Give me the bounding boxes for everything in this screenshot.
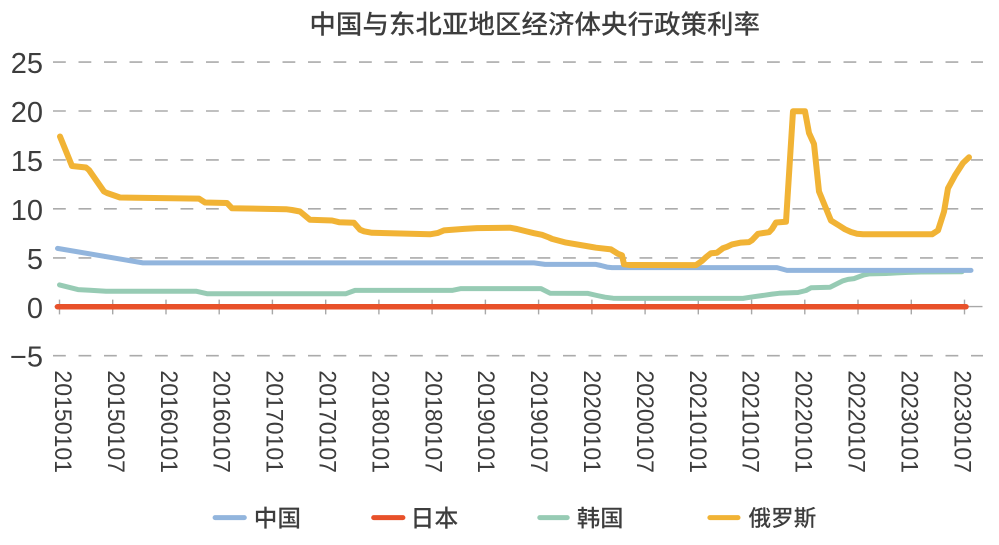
- svg-text:20170107: 20170107: [314, 370, 341, 473]
- svg-text:15: 15: [11, 146, 43, 178]
- svg-text:20230107: 20230107: [948, 370, 975, 473]
- svg-text:20190101: 20190101: [472, 370, 499, 473]
- svg-text:20170101: 20170101: [261, 370, 288, 473]
- svg-text:20230101: 20230101: [895, 370, 922, 473]
- svg-text:20210101: 20210101: [684, 370, 711, 473]
- svg-text:20220107: 20220107: [843, 370, 870, 473]
- svg-text:20160101: 20160101: [155, 370, 182, 473]
- svg-text:20190107: 20190107: [525, 370, 552, 473]
- svg-text:−5: −5: [10, 342, 43, 374]
- svg-text:5: 5: [27, 244, 43, 276]
- svg-text:20200107: 20200107: [631, 370, 658, 473]
- svg-text:20180107: 20180107: [419, 370, 446, 473]
- svg-text:20210107: 20210107: [737, 370, 764, 473]
- svg-text:20180101: 20180101: [366, 370, 393, 473]
- svg-text:20200101: 20200101: [578, 370, 605, 473]
- svg-text:20220101: 20220101: [790, 370, 817, 473]
- svg-text:10: 10: [11, 195, 43, 227]
- svg-text:25: 25: [11, 48, 43, 80]
- svg-text:20: 20: [11, 97, 43, 129]
- svg-text:20150101: 20150101: [49, 370, 76, 473]
- svg-text:0: 0: [27, 293, 43, 325]
- svg-text:20150107: 20150107: [102, 370, 129, 473]
- svg-text:20160107: 20160107: [208, 370, 235, 473]
